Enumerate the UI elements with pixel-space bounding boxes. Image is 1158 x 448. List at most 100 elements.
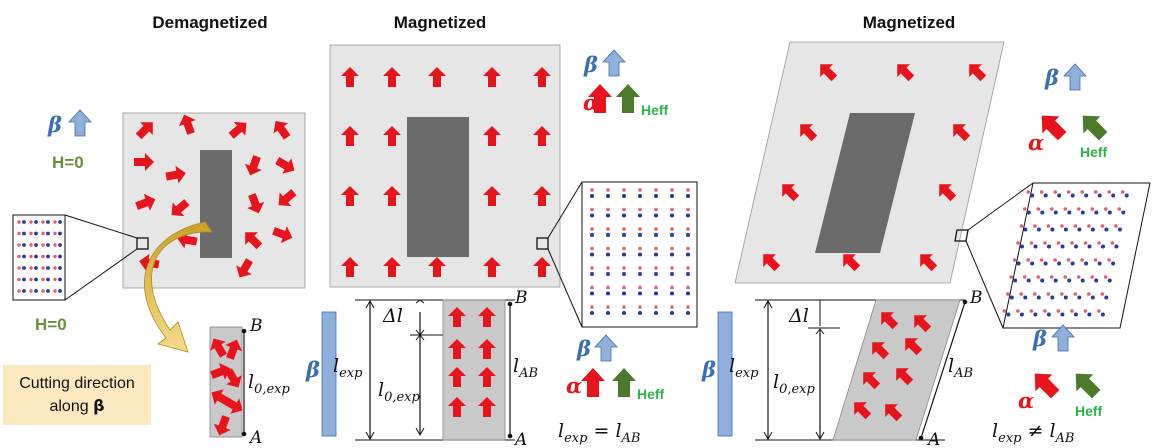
delta-l-label: Δl bbox=[382, 305, 403, 327]
atom-dot bbox=[34, 289, 38, 293]
atom-dot bbox=[686, 252, 690, 257]
panel-demagnetized: β H=0 bbox=[12, 109, 306, 448]
atom-dot bbox=[1107, 258, 1111, 262]
atom-dot bbox=[670, 188, 674, 192]
atom-dot bbox=[1026, 190, 1030, 194]
atom-dot bbox=[17, 254, 21, 259]
atom-dot bbox=[1060, 292, 1064, 296]
atom-dot bbox=[1057, 193, 1062, 198]
atom-dot bbox=[1053, 258, 1057, 262]
atom-dot bbox=[638, 305, 642, 309]
atom-dot bbox=[1033, 312, 1038, 317]
atom-dot bbox=[638, 207, 642, 212]
sheared-inclusion bbox=[815, 113, 915, 253]
atom-dot bbox=[1026, 278, 1031, 283]
atom-dot bbox=[22, 289, 26, 293]
atom-dot bbox=[1100, 224, 1105, 228]
atom-dot bbox=[590, 285, 594, 290]
heff-label: Heff bbox=[637, 386, 665, 402]
atom-dot bbox=[686, 291, 690, 296]
atom-dot bbox=[34, 231, 38, 236]
atom-dot bbox=[41, 277, 45, 282]
length-lab: lAB bbox=[948, 355, 973, 381]
atom-dot bbox=[1009, 295, 1014, 300]
atom-dot bbox=[670, 311, 674, 315]
atom-dot bbox=[638, 227, 642, 231]
atom-dot bbox=[590, 233, 594, 237]
atom-dot bbox=[34, 220, 38, 224]
atom-dot bbox=[1090, 227, 1095, 232]
atom-dot bbox=[29, 243, 33, 247]
title-magnetized-2: Magnetized bbox=[863, 13, 956, 32]
atom-dot bbox=[686, 194, 690, 198]
atom-dot bbox=[1023, 295, 1028, 300]
atom-dot bbox=[1063, 295, 1068, 300]
delta-l-label: Δl bbox=[788, 305, 809, 327]
atom-dot bbox=[22, 277, 26, 282]
atom-dot bbox=[1043, 309, 1047, 313]
atom-dot bbox=[1073, 312, 1078, 317]
atom-dot bbox=[1114, 244, 1119, 249]
atom-dot bbox=[1016, 241, 1020, 245]
atom-dot bbox=[1114, 224, 1118, 228]
heff-arrow-icon bbox=[1067, 365, 1105, 403]
atom-dot bbox=[53, 254, 57, 259]
atom-dot bbox=[53, 220, 57, 224]
atom-dot bbox=[1076, 275, 1081, 279]
elongated-strip bbox=[442, 299, 506, 441]
atom-dot bbox=[29, 220, 33, 224]
atom-lattice-inset bbox=[12, 214, 66, 301]
atom-dot bbox=[1060, 312, 1065, 317]
atom-dot bbox=[53, 231, 57, 236]
panel-magnetized-sheared: β α Heff β lexp Δl l0,exp bbox=[701, 41, 1151, 448]
atom-dot bbox=[1107, 278, 1112, 283]
atom-dot bbox=[654, 207, 658, 212]
atom-dot bbox=[638, 188, 642, 192]
atom-dot bbox=[1087, 292, 1091, 296]
alpha-arrow-icon bbox=[581, 368, 605, 397]
atom-dot bbox=[622, 266, 626, 270]
beta-arrow-icon bbox=[1051, 324, 1075, 352]
atom-dot bbox=[654, 272, 658, 276]
atom-dot bbox=[1077, 295, 1082, 300]
atom-dot bbox=[58, 243, 62, 247]
heff-label: Heff bbox=[1075, 403, 1103, 419]
atom-dot bbox=[53, 266, 57, 270]
atom-dot bbox=[654, 233, 658, 237]
atom-dot bbox=[1107, 210, 1112, 215]
atom-dot bbox=[670, 266, 674, 270]
atom-dot bbox=[1066, 258, 1071, 262]
beta-arrow-icon bbox=[1063, 63, 1087, 91]
atom-dot bbox=[670, 272, 674, 276]
atom-dot bbox=[590, 227, 594, 231]
atom-dot bbox=[622, 246, 626, 251]
atom-dot bbox=[1083, 241, 1088, 245]
atom-dot bbox=[17, 266, 21, 270]
atom-dot bbox=[1103, 275, 1108, 279]
atom-dot bbox=[58, 277, 62, 282]
atom-dot bbox=[46, 254, 50, 259]
atom-dot bbox=[686, 266, 690, 270]
atom-dot bbox=[606, 213, 610, 218]
atom-dot bbox=[670, 227, 674, 231]
atom-dot bbox=[1080, 190, 1084, 194]
atom-dot bbox=[53, 243, 57, 247]
atom-dot bbox=[1026, 258, 1030, 262]
atom-dot bbox=[1033, 224, 1037, 228]
point-a: A bbox=[513, 430, 527, 448]
atom-dot bbox=[17, 289, 21, 293]
atom-dot bbox=[1110, 241, 1115, 245]
atom-dot bbox=[1063, 207, 1068, 211]
atom-dot bbox=[1050, 207, 1054, 211]
atom-dot bbox=[622, 272, 626, 276]
atom-dot bbox=[17, 277, 21, 282]
atom-dot bbox=[1101, 244, 1105, 249]
atom-dot bbox=[1060, 224, 1064, 228]
atom-dot bbox=[606, 252, 610, 257]
atom-dot bbox=[17, 243, 21, 247]
beta-symbol: β bbox=[93, 395, 105, 415]
length-l0exp: l0,exp bbox=[248, 371, 291, 397]
atom-dot bbox=[17, 231, 21, 236]
atom-dot bbox=[41, 243, 45, 247]
atom-dot bbox=[622, 305, 626, 309]
